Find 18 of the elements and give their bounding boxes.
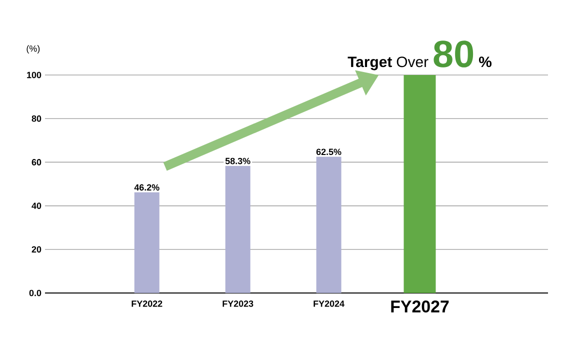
x-tick-label: FY2022 — [132, 300, 162, 307]
data-label: 62.5% — [316, 148, 342, 156]
y-tick-label: 80 — [32, 115, 42, 122]
x-tick-label: FY2027 — [391, 300, 449, 312]
x-tick-label: FY2023 — [222, 300, 254, 307]
text: Over — [396, 56, 428, 68]
x-tick-label: FY2024 — [314, 300, 344, 307]
y-axis-title: (%) — [26, 45, 40, 54]
text: Target — [348, 56, 392, 70]
y-tick-label: 20 — [32, 246, 42, 253]
y-tick-label: 60 — [32, 159, 42, 166]
text: 80 — [434, 40, 474, 68]
text: % — [478, 56, 492, 68]
data-label: 58.3% — [225, 158, 250, 164]
y-tick-label: 0.0 — [29, 290, 42, 296]
data-label: 46.2% — [134, 184, 160, 191]
y-tick-label: 40 — [32, 202, 42, 209]
y-tick-label: 100 — [27, 72, 42, 78]
